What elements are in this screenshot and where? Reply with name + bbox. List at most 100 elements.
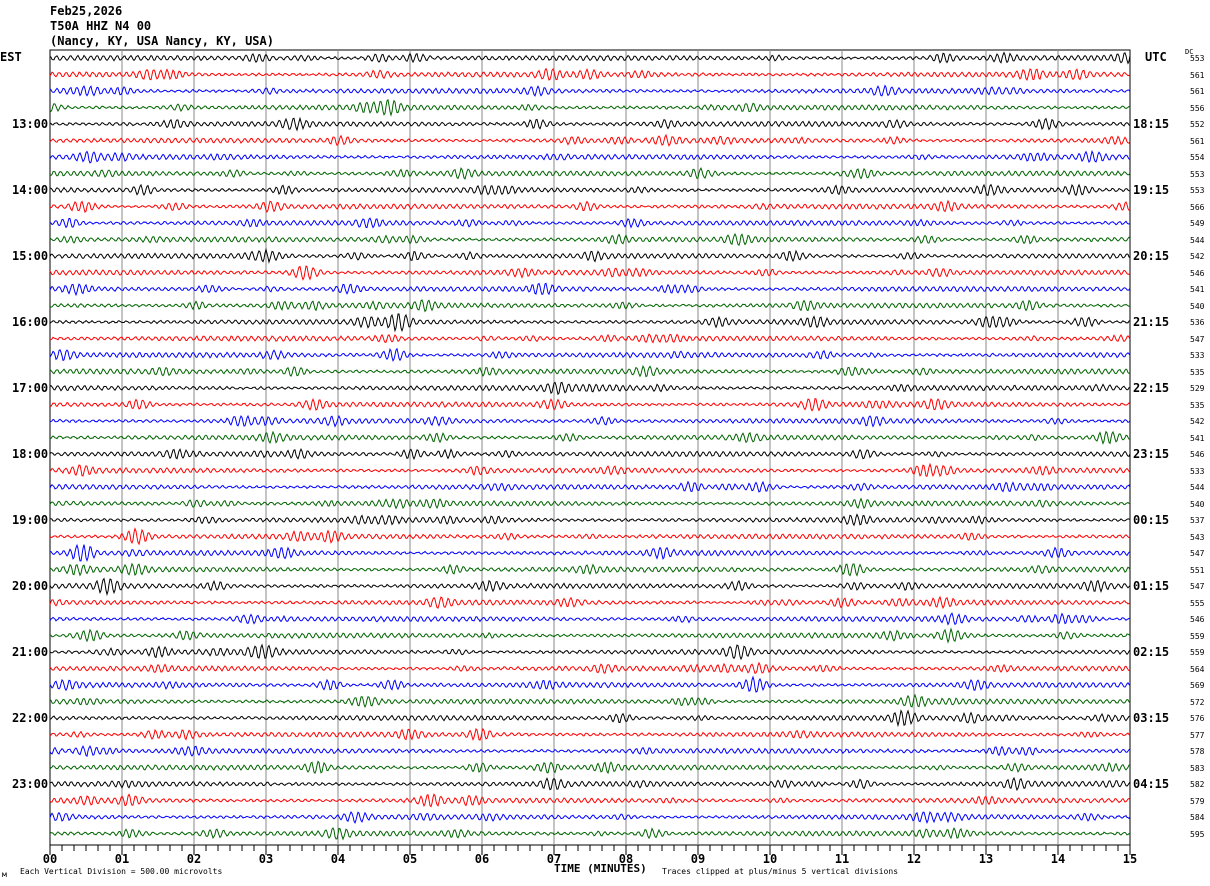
- dc-offset-label: 578: [1190, 747, 1205, 756]
- dc-offset-label: 535: [1190, 400, 1205, 410]
- x-tick-label: 07: [547, 852, 561, 866]
- clip-note: Traces clipped at plus/minus 5 vertical …: [662, 867, 899, 876]
- seismic-trace: [49, 282, 1131, 297]
- x-tick-label: 04: [331, 852, 345, 866]
- dc-offset-label: 540: [1190, 301, 1205, 311]
- dc-offset-label: 535: [1190, 367, 1205, 377]
- seismic-trace: [49, 693, 1131, 709]
- left-hour-label: 19:00: [12, 513, 49, 527]
- left-timezone: EST: [0, 50, 22, 64]
- dc-offset-label: 569: [1190, 681, 1205, 690]
- seismic-trace: [49, 299, 1131, 313]
- dc-label: DC: [1185, 48, 1194, 56]
- seismic-trace: [49, 199, 1131, 214]
- left-hour-label: 13:00: [12, 117, 49, 131]
- seismic-trace: [49, 827, 1131, 841]
- seismic-trace: [49, 577, 1131, 597]
- corner-mark: м: [2, 870, 7, 879]
- dc-offset-label: 541: [1190, 285, 1205, 294]
- dc-offset-label: 582: [1190, 780, 1205, 789]
- right-hour-label: 04:15: [1133, 777, 1170, 791]
- dc-offset-label: 553: [1190, 169, 1205, 179]
- left-hour-label: 18:00: [12, 447, 49, 461]
- dc-offset-label: 551: [1190, 565, 1205, 575]
- dc-offset-label: 559: [1190, 648, 1205, 657]
- seismic-trace: [49, 51, 1131, 65]
- seismic-trace: [49, 480, 1131, 493]
- x-tick-label: 05: [403, 852, 417, 866]
- dc-offset-label: 533: [1190, 351, 1205, 360]
- left-hour-label: 15:00: [12, 249, 49, 263]
- x-tick-label: 14: [1051, 852, 1065, 866]
- dc-offset-label: 542: [1190, 252, 1205, 261]
- left-hour-label: 17:00: [12, 381, 49, 395]
- left-hour-label: 21:00: [12, 645, 49, 659]
- x-tick-label: 10: [763, 852, 777, 866]
- seismic-trace: [49, 447, 1131, 461]
- station-location: (Nancy, KY, USA Nancy, KY, USA): [50, 34, 274, 48]
- seismic-trace: [49, 116, 1131, 132]
- right-hour-label: 23:15: [1133, 447, 1170, 461]
- left-hour-label: 22:00: [12, 711, 49, 725]
- chart-date: Feb25,2026: [50, 4, 123, 18]
- dc-offset-label: 554: [1190, 153, 1205, 162]
- dc-offset-label: 546: [1190, 615, 1205, 624]
- dc-offset-label: 584: [1190, 813, 1205, 822]
- seismic-trace: [49, 247, 1131, 264]
- left-hour-label: 14:00: [12, 183, 49, 197]
- seismic-trace: [49, 265, 1131, 281]
- x-tick-label: 03: [259, 852, 273, 866]
- seismic-trace: [49, 381, 1131, 396]
- right-hour-label: 19:15: [1133, 183, 1170, 197]
- dc-offset-label: 537: [1190, 516, 1205, 525]
- dc-offset-label: 579: [1190, 796, 1205, 806]
- dc-offset-label: 544: [1190, 483, 1205, 492]
- dc-offset-label: 561: [1190, 136, 1205, 146]
- seismic-trace: [49, 333, 1131, 344]
- seismic-trace: [49, 562, 1131, 577]
- seismic-trace: [49, 497, 1131, 510]
- dc-offset-label: 544: [1190, 235, 1205, 245]
- x-tick-label: 06: [475, 852, 489, 866]
- left-hour-label: 23:00: [12, 777, 49, 791]
- seismic-trace: [49, 149, 1131, 164]
- x-tick-label: 11: [835, 852, 849, 866]
- seismic-trace: [49, 462, 1131, 478]
- dc-offset-label: 529: [1190, 384, 1205, 393]
- dc-offset-label: 564: [1190, 664, 1205, 674]
- dc-offset-label: 536: [1190, 318, 1205, 327]
- scale-note: Each Vertical Division = 500.00 microvol…: [20, 867, 223, 876]
- x-tick-label: 08: [619, 852, 633, 866]
- seismic-trace: [49, 810, 1131, 824]
- right-hour-label: 02:15: [1133, 645, 1170, 659]
- seismic-trace: [49, 675, 1131, 693]
- dc-offset-label: 572: [1190, 697, 1205, 707]
- seismic-trace: [49, 776, 1131, 792]
- right-hour-label: 18:15: [1133, 117, 1170, 131]
- seismic-trace: [49, 430, 1131, 445]
- dc-offset-label: 561: [1190, 70, 1205, 80]
- seismic-trace: [49, 84, 1131, 97]
- seismic-trace: [49, 612, 1131, 626]
- left-hour-label: 16:00: [12, 315, 49, 329]
- seismic-trace: [49, 397, 1131, 412]
- right-hour-label: 03:15: [1133, 711, 1170, 725]
- seismic-trace: [49, 661, 1131, 674]
- seismic-trace: [49, 133, 1131, 147]
- dc-offset-label: 561: [1190, 87, 1205, 96]
- seismic-trace: [49, 98, 1131, 117]
- seismic-trace: [49, 709, 1131, 728]
- dc-offset-label: 553: [1190, 54, 1205, 63]
- right-hour-label: 01:15: [1133, 579, 1170, 593]
- x-axis-label: TIME (MINUTES): [554, 862, 647, 875]
- dc-offset-label: 543: [1190, 532, 1205, 542]
- right-hour-label: 20:15: [1133, 249, 1170, 263]
- x-tick-label: 12: [907, 852, 921, 866]
- right-timezone: UTC: [1145, 50, 1167, 64]
- x-tick-label: 01: [115, 852, 129, 866]
- x-tick-label: 13: [979, 852, 993, 866]
- station-code: T50A HHZ N4 00: [50, 19, 152, 33]
- seismic-trace: [49, 183, 1131, 197]
- seismic-trace: [49, 727, 1131, 742]
- right-hour-label: 22:15: [1133, 381, 1170, 395]
